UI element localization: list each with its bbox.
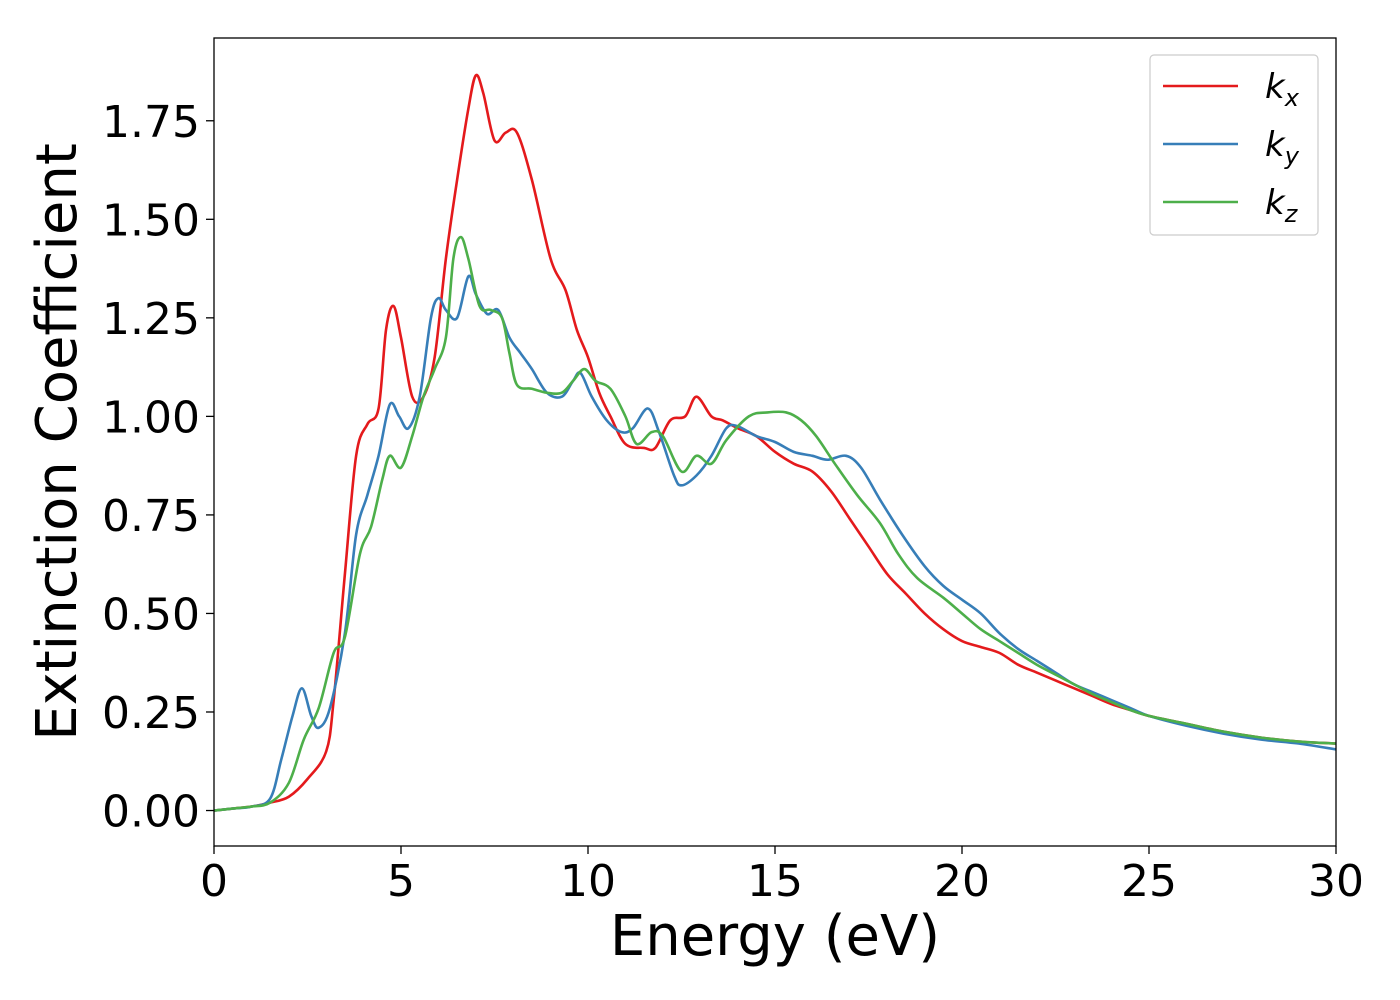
y-tick-label: 0.25 bbox=[102, 688, 200, 739]
y-tick-label: 1.75 bbox=[102, 97, 200, 148]
y-tick-label: 0.00 bbox=[102, 787, 200, 838]
x-tick-label: 20 bbox=[934, 856, 990, 907]
y-axis-title: Extinction Coefficient bbox=[25, 143, 90, 741]
legend-label-kx: kx bbox=[1265, 67, 1300, 112]
x-tick-label: 30 bbox=[1308, 856, 1364, 907]
x-axis: 0 5 10 15 20 25 30 bbox=[200, 846, 1364, 907]
x-tick-label: 25 bbox=[1121, 856, 1177, 907]
series-line-ky bbox=[214, 274, 1336, 812]
y-tick-label: 1.00 bbox=[102, 392, 200, 443]
y-tick-label: 0.75 bbox=[102, 491, 200, 542]
y-tick-label: 1.50 bbox=[102, 195, 200, 246]
y-tick-label: 0.50 bbox=[102, 589, 200, 640]
x-tick-label: 5 bbox=[387, 856, 415, 907]
y-axis: 0.00 0.25 0.50 0.75 1.00 1.25 1.50 1.75 bbox=[102, 97, 214, 838]
x-tick-label: 0 bbox=[200, 856, 228, 907]
legend-label-ky: ky bbox=[1265, 125, 1300, 170]
x-tick-label: 10 bbox=[560, 856, 616, 907]
legend: kx ky kz bbox=[1149, 54, 1319, 236]
x-tick-label: 15 bbox=[747, 856, 803, 907]
x-axis-title: Energy (eV) bbox=[610, 904, 940, 969]
legend-label-kz: kz bbox=[1265, 183, 1299, 228]
series-line-kx bbox=[214, 73, 1336, 812]
series-line-kz bbox=[214, 235, 1336, 812]
series-layer bbox=[214, 73, 1336, 812]
y-tick-label: 1.25 bbox=[102, 294, 200, 345]
